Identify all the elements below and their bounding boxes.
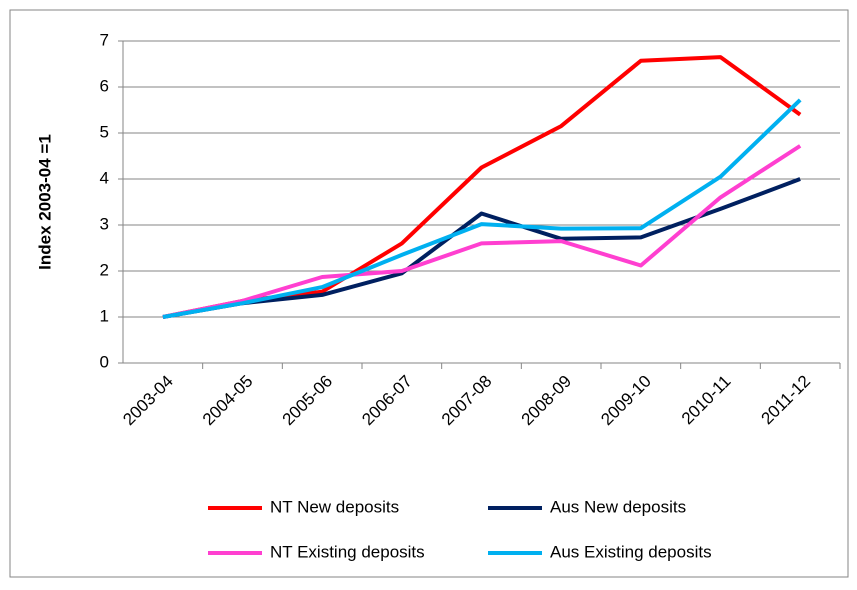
legend-label: Aus Existing deposits — [550, 542, 712, 561]
y-tick-label: 1 — [100, 306, 109, 325]
y-tick-label: 6 — [100, 76, 109, 95]
line-series — [162, 98, 802, 319]
y-tick-label: 4 — [100, 168, 109, 187]
y-tick-label: 0 — [100, 352, 109, 371]
y-axis-label: Index 2003-04 =1 — [35, 134, 54, 270]
y-tick-label: 3 — [100, 214, 109, 233]
chart-frame — [9, 9, 849, 578]
y-tick-label: 5 — [100, 122, 109, 141]
y-tick-label: 2 — [100, 260, 109, 279]
y-tick-label: 7 — [100, 30, 109, 49]
legend-label: NT Existing deposits — [270, 542, 425, 561]
legend-label: Aus New deposits — [550, 497, 686, 516]
line-series — [162, 144, 802, 319]
legend-label: NT New deposits — [270, 497, 399, 516]
